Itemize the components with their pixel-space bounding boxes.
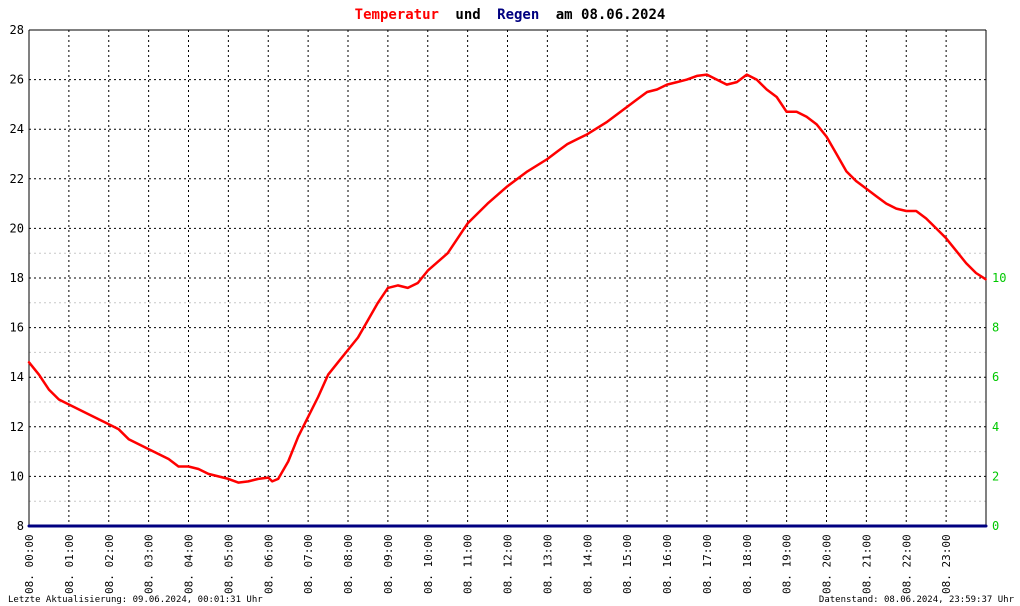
chart-title: Temperatur und Regen am 08.06.2024	[355, 7, 666, 23]
title-temperature: Temperatur	[355, 7, 439, 23]
x-tick-label: 08. 22:00	[900, 534, 913, 594]
x-tick-label: 08. 06:00	[262, 534, 275, 594]
y-tick-label-right: 10	[992, 271, 1006, 285]
x-tick-label: 08. 04:00	[183, 534, 196, 594]
x-tick-label: 08. 16:00	[661, 534, 674, 594]
x-tick-label: 08. 08:00	[342, 534, 355, 594]
y-tick-label-left: 24	[10, 122, 24, 136]
y-tick-label-left: 20	[10, 221, 24, 235]
x-tick-label: 08. 13:00	[541, 534, 554, 594]
title-date: am 08.06.2024	[556, 7, 666, 23]
temperature-line	[27, 73, 987, 484]
x-tick-label: 08. 09:00	[382, 534, 395, 594]
y-tick-label-left: 26	[10, 73, 24, 87]
x-tick-label: 08. 03:00	[143, 534, 156, 594]
y-tick-label-left: 16	[10, 321, 24, 335]
x-tick-label: 08. 15:00	[621, 534, 634, 594]
x-tick-label: 08. 00:00	[23, 534, 36, 594]
y-tick-label-right: 6	[992, 370, 999, 384]
x-tick-label: 08. 12:00	[502, 534, 515, 594]
y-tick-label-left: 22	[10, 172, 24, 186]
x-tick-label: 08. 19:00	[781, 534, 794, 594]
y-tick-label-right: 2	[992, 469, 999, 483]
y-tick-label-left: 14	[10, 370, 24, 384]
x-tick-label: 08. 14:00	[581, 534, 594, 594]
x-tick-label: 08. 01:00	[63, 534, 76, 594]
title-regen: Regen	[497, 7, 539, 23]
y-tick-label-right: 8	[992, 321, 999, 335]
x-tick-label: 08. 02:00	[103, 534, 116, 594]
x-tick-label: 08. 11:00	[462, 534, 475, 594]
x-tick-label: 08. 17:00	[701, 534, 714, 594]
x-tick-label: 08. 18:00	[741, 534, 754, 594]
x-tick-label: 08. 23:00	[940, 534, 953, 594]
y-tick-label-left: 10	[10, 469, 24, 483]
y-tick-label-left: 18	[10, 271, 24, 285]
x-tick-label: 08. 07:00	[302, 534, 315, 594]
x-tick-label: 08. 05:00	[222, 534, 235, 594]
y-tick-label-left: 12	[10, 420, 24, 434]
title-und: und	[455, 7, 480, 23]
y-tick-label-right: 4	[992, 420, 999, 434]
x-tick-label: 08. 10:00	[422, 534, 435, 594]
x-tick-label: 08. 20:00	[821, 534, 834, 594]
y-tick-label-right: 0	[992, 519, 999, 533]
footer-data-status: Datenstand: 08.06.2024, 23:59:37 Uhr	[819, 595, 1015, 605]
y-tick-label-left: 8	[17, 519, 24, 533]
x-tick-label: 08. 21:00	[860, 534, 873, 594]
y-tick-label-left: 28	[10, 23, 24, 37]
series	[27, 73, 988, 528]
footer-last-update: Letzte Aktualisierung: 09.06.2024, 00:01…	[8, 595, 263, 605]
